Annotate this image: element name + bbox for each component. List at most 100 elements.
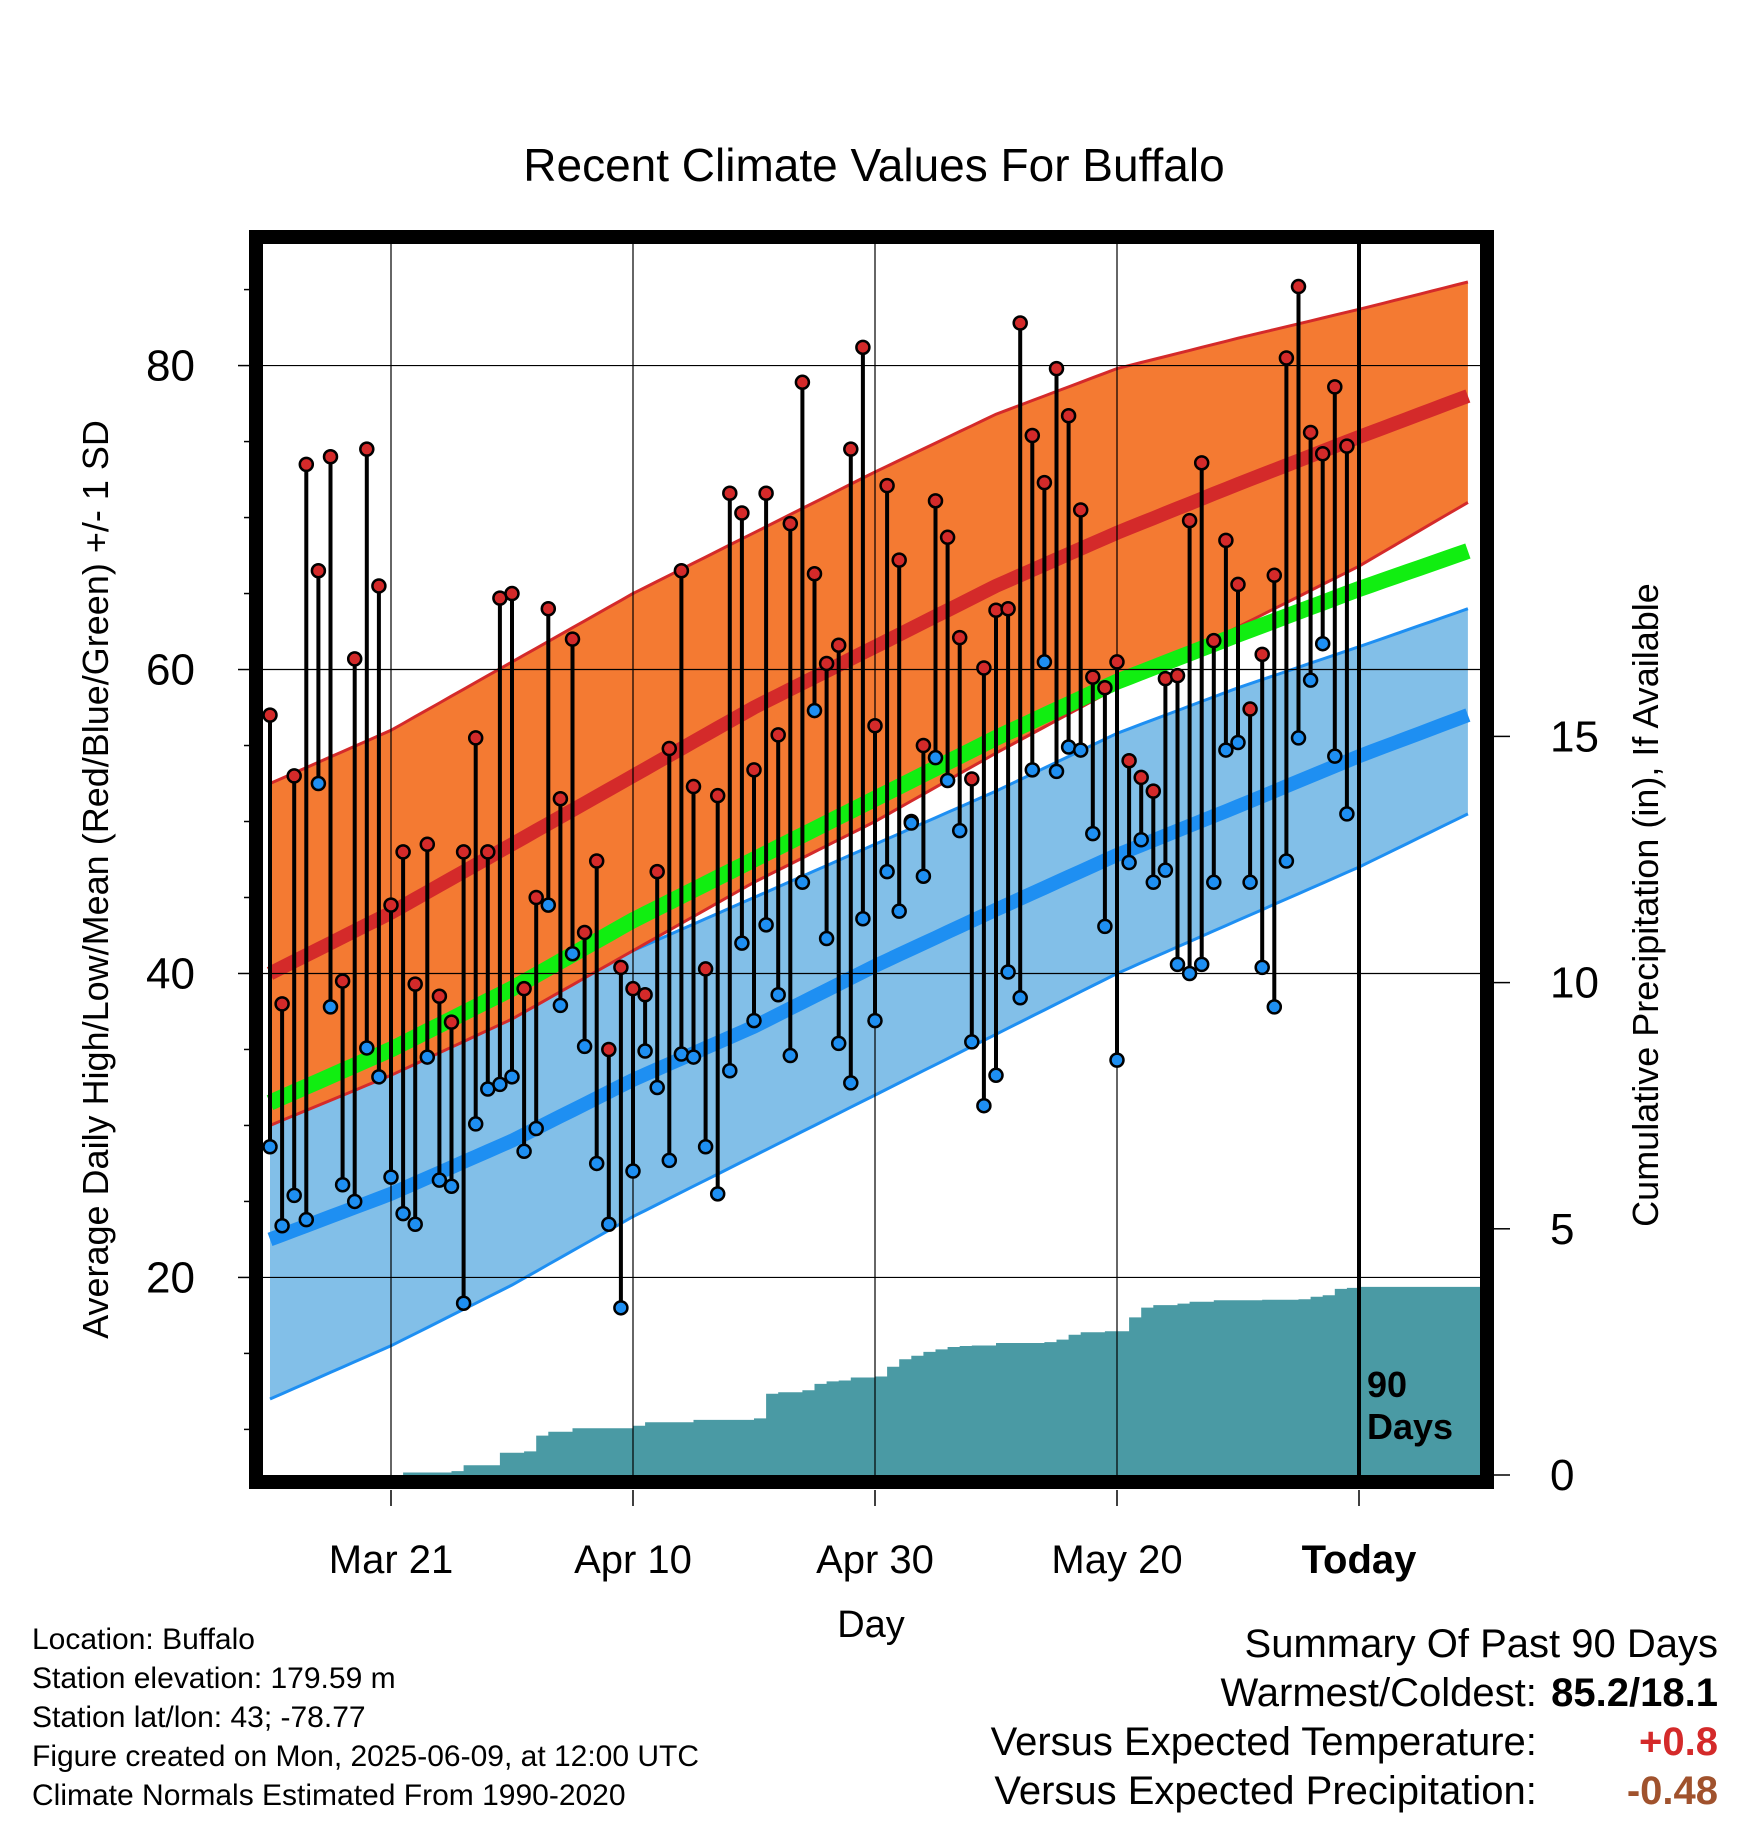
daily-low-point <box>903 815 920 831</box>
daily-high-point <box>1169 667 1186 684</box>
daily-high-point <box>830 637 847 653</box>
daily-low-point <box>528 1120 544 1137</box>
daily-low-point <box>1169 956 1186 973</box>
y-tick-label: 80 <box>146 342 195 391</box>
daily-low-point <box>637 1043 653 1059</box>
warmest-coldest-label: Warmest/Coldest: <box>1220 1671 1537 1715</box>
daily-high-point <box>467 730 484 746</box>
daily-low-point <box>359 1040 375 1056</box>
daily-low-point <box>1242 874 1258 891</box>
y2-tick-label: 5 <box>1550 1205 1574 1254</box>
daily-low-point <box>1012 990 1028 1006</box>
daily-high-point <box>855 339 871 356</box>
daily-high-point <box>1085 669 1101 685</box>
daily-low-point <box>601 1216 617 1232</box>
daily-low-point <box>371 1069 387 1085</box>
daily-low-point <box>830 1035 847 1052</box>
daily-high-point <box>516 980 532 997</box>
daily-high-point <box>637 987 653 1003</box>
daily-high-point <box>661 740 678 757</box>
daily-high-point <box>1206 632 1222 649</box>
x-axis-label: Day <box>837 1604 905 1646</box>
daily-high-point <box>1278 350 1295 366</box>
daily-high-point <box>564 631 581 647</box>
daily-high-point <box>673 562 690 579</box>
daily-low-point <box>274 1218 290 1234</box>
daily-low-point <box>443 1178 460 1194</box>
daily-high-point <box>383 897 399 913</box>
daily-low-point <box>964 1034 980 1050</box>
daily-high-point <box>1242 701 1258 717</box>
daily-high-point <box>915 737 932 754</box>
daily-low-point <box>661 1152 678 1169</box>
daily-low-point <box>770 987 786 1003</box>
daily-high-point <box>734 505 750 521</box>
daily-low-point <box>492 1076 508 1093</box>
daily-high-point <box>939 529 956 546</box>
daily-low-point <box>516 1143 532 1160</box>
daily-high-point <box>1254 646 1270 663</box>
daily-low-point <box>625 1163 641 1179</box>
daily-low-point <box>1121 854 1137 871</box>
daily-low-point <box>263 1138 278 1155</box>
daily-low-point <box>504 1069 520 1085</box>
daily-high-point <box>263 707 278 723</box>
daily-low-point <box>588 1155 605 1172</box>
daily-observations-layer <box>263 278 1355 1316</box>
daily-low-point <box>564 945 581 962</box>
daily-high-point <box>1327 379 1343 395</box>
temp-anomaly-label: Versus Expected Temperature: <box>990 1720 1537 1764</box>
daily-low-point <box>552 997 569 1014</box>
daily-low-point <box>1266 999 1283 1015</box>
daily-low-point <box>322 999 339 1015</box>
summary-panel: Summary Of Past 90 Days Warmest/Coldest:… <box>991 1620 1718 1816</box>
daily-high-point <box>1072 502 1089 518</box>
chart-title: Recent Climate Values For Buffalo <box>523 139 1225 191</box>
daily-high-point <box>1145 783 1162 799</box>
y-tick-label: 40 <box>146 949 195 998</box>
y2-tick-label: 0 <box>1550 1451 1574 1500</box>
daily-low-point <box>334 1176 351 1193</box>
daily-low-point <box>722 1062 738 1079</box>
location-line: Location: Buffalo <box>32 1623 255 1656</box>
daily-low-point <box>1206 874 1222 891</box>
daily-low-point <box>818 930 835 947</box>
daily-high-point <box>528 889 544 906</box>
daily-low-point <box>843 1075 859 1091</box>
today-days-label: Days <box>1367 1406 1453 1447</box>
daily-low-point <box>1097 918 1113 935</box>
daily-high-point <box>334 973 351 989</box>
daily-low-point <box>346 1193 363 1210</box>
daily-high-point <box>843 441 859 457</box>
daily-high-point <box>286 768 302 784</box>
daily-high-point <box>540 600 557 617</box>
daily-low-point <box>1290 730 1307 746</box>
daily-low-point <box>709 1186 726 1202</box>
daily-high-point <box>685 778 702 795</box>
daily-high-point <box>1314 445 1331 462</box>
warmest-coldest-row: Warmest/Coldest: 85.2/18.1 <box>991 1669 1719 1718</box>
daily-high-point <box>1024 427 1041 444</box>
daily-high-point <box>697 961 714 977</box>
daily-high-point <box>951 629 968 646</box>
daily-low-point <box>1302 672 1319 688</box>
daily-low-point <box>867 1012 883 1029</box>
daily-high-point <box>274 996 290 1012</box>
daily-high-point <box>588 853 605 869</box>
daily-low-point <box>407 1216 423 1232</box>
x-tick-label: May 20 <box>1051 1538 1182 1582</box>
station-info: Location: Buffalo Station elevation: 179… <box>32 1620 699 1815</box>
daily-low-point <box>1181 965 1198 982</box>
daily-low-point <box>976 1097 992 1114</box>
daily-high-point <box>649 863 665 880</box>
daily-high-point <box>407 976 423 992</box>
daily-low-point <box>1157 862 1174 878</box>
x-tick-label: Apr 30 <box>816 1538 934 1582</box>
daily-high-point <box>1036 474 1053 491</box>
daily-high-point <box>455 844 472 860</box>
daily-high-point <box>395 844 411 860</box>
daily-low-point <box>1339 806 1355 822</box>
y-tick-label: 20 <box>146 1253 195 1302</box>
today-days-number: 90 <box>1367 1364 1407 1405</box>
